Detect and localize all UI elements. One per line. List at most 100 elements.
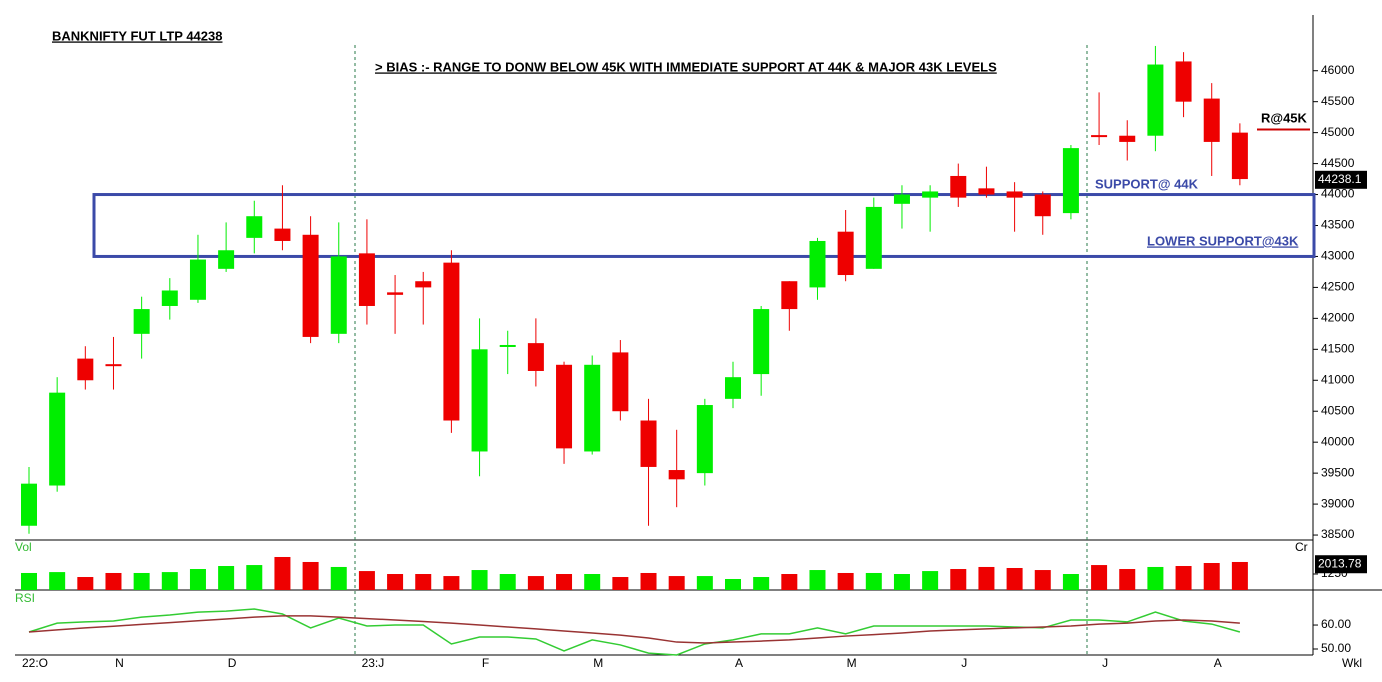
volume-bar: [668, 576, 685, 590]
y-tick-label: 60.00: [1321, 617, 1351, 631]
volume-bar: [387, 574, 404, 590]
volume-bar: [1006, 567, 1023, 590]
candle-body: [1203, 98, 1220, 142]
y-tick-label: 41000: [1321, 372, 1355, 386]
volume-bar: [1034, 570, 1051, 590]
x-tick-label: J: [961, 656, 967, 670]
volume-bar: [471, 570, 488, 590]
candle-body: [161, 290, 178, 306]
candle-body: [781, 281, 798, 310]
volume-bar: [499, 574, 516, 590]
candle-body: [978, 188, 995, 195]
volume-bar: [1091, 565, 1108, 590]
volume-bar: [302, 561, 319, 590]
candle-body: [527, 343, 544, 371]
y-tick-label: 41500: [1321, 341, 1355, 355]
y-tick-label: 38500: [1321, 527, 1355, 541]
candle-body: [133, 309, 150, 334]
annotation: > BIAS :- RANGE TO DONW BELOW 45K WITH I…: [375, 59, 997, 74]
volume-bar: [330, 566, 347, 590]
y-tick-label: 40000: [1321, 434, 1355, 448]
volume-bar: [1062, 574, 1079, 590]
candle-body: [1034, 194, 1051, 217]
candle-body: [358, 253, 375, 306]
volume-bar: [837, 572, 854, 590]
volume-bar: [21, 572, 37, 590]
x-tick-label: A: [735, 656, 743, 670]
candle-body: [1231, 132, 1248, 180]
volume-marker: 2013.78: [1318, 556, 1362, 570]
price-marker: 44238.1: [1318, 172, 1362, 186]
y-tick-label: 40500: [1321, 403, 1355, 417]
candle-body: [77, 358, 94, 381]
volume-bar: [415, 574, 432, 590]
volume-bar: [1175, 566, 1192, 590]
y-tick-label: 44500: [1321, 156, 1355, 170]
volume-bar: [978, 566, 995, 590]
volume-bar: [77, 577, 94, 590]
x-tick-label: M: [593, 656, 603, 670]
candle-body: [21, 483, 37, 526]
volume-bar: [274, 556, 291, 590]
x-tick-label: J: [1102, 656, 1108, 670]
y-tick-label: 45000: [1321, 125, 1355, 139]
candle-body: [865, 206, 882, 269]
candle-body: [415, 281, 432, 288]
annotation: LOWER SUPPORT@43K: [1147, 233, 1299, 248]
volume-bar: [218, 566, 235, 590]
annotation: R@45K: [1261, 110, 1308, 125]
candle-body: [302, 234, 319, 337]
candle-body: [668, 470, 685, 480]
candle-body: [696, 405, 713, 474]
support-zone: [92, 193, 1316, 258]
volume-bar: [696, 576, 713, 590]
candle-body: [725, 377, 741, 399]
volume-bar: [1147, 566, 1164, 590]
candle-body: [837, 231, 854, 276]
volume-bar: [584, 574, 601, 590]
candle-body: [1175, 61, 1192, 102]
volume-bar: [443, 576, 460, 590]
y-tick-label: 39500: [1321, 465, 1355, 479]
y-tick-label: 43000: [1321, 249, 1355, 263]
volume-bar: [809, 570, 826, 590]
candle-body: [1006, 191, 1023, 198]
y-tick-label: 50.00: [1321, 641, 1351, 655]
candle-body: [922, 191, 939, 198]
y-tick-label: 45500: [1321, 94, 1355, 108]
volume-marker-box: [1315, 555, 1367, 574]
candle-body: [556, 364, 573, 449]
candle-body: [330, 256, 347, 334]
volume-bar: [49, 572, 66, 590]
candle-body: [612, 352, 629, 412]
candle-body: [584, 364, 601, 452]
annotation: SUPPORT@ 44K: [1095, 176, 1199, 191]
chart-title: BANKNIFTY FUT LTP 44238: [52, 28, 222, 43]
unit-label: Cr: [1295, 540, 1308, 554]
volume-bar: [161, 572, 178, 590]
candle-body: [640, 420, 657, 467]
candle-body: [809, 240, 826, 288]
volume-bar: [612, 577, 629, 590]
candle-body: [274, 228, 291, 241]
candle-body: [471, 349, 488, 452]
candle-body: [1062, 148, 1079, 214]
panel-label: Vol: [15, 540, 32, 554]
candle-body: [753, 309, 770, 375]
y-tick-label: 42500: [1321, 280, 1355, 294]
rsi-line: [28, 615, 1240, 644]
x-tick-label: D: [228, 656, 237, 670]
candle-body: [893, 194, 910, 204]
candle-body: [1119, 135, 1136, 142]
volume-bar: [753, 577, 770, 590]
candle-body: [387, 292, 404, 295]
x-tick-label: 22:O: [22, 656, 48, 670]
candle-body: [1091, 135, 1108, 138]
y-tick-label: 46000: [1321, 63, 1355, 77]
candle-body: [105, 364, 122, 367]
volume-bar: [640, 572, 657, 590]
volume-bar: [105, 572, 122, 590]
